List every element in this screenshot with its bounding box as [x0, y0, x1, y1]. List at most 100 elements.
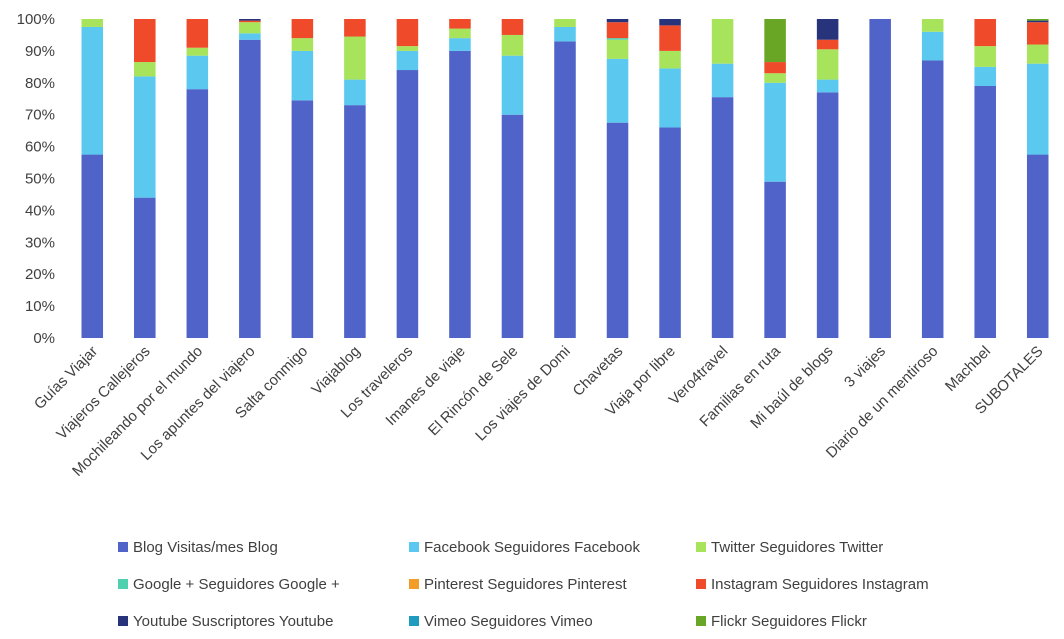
bar-segment — [396, 50, 419, 71]
bar-segment — [186, 55, 209, 90]
y-tick-label: 50% — [25, 171, 55, 188]
bar-segment — [239, 39, 261, 339]
bar-segment — [291, 38, 314, 51]
legend-label: Twitter Seguidores Twitter — [711, 539, 883, 556]
legend-label: Pinterest Seguidores Pinterest — [424, 576, 627, 593]
bar-segment — [816, 79, 839, 93]
bar-segment — [711, 63, 734, 98]
bar-segment — [606, 22, 629, 39]
bar-segment — [816, 19, 839, 40]
bar-segment — [239, 22, 261, 34]
x-tick-label: Los viajes de Domi — [472, 343, 574, 445]
bar-segment — [764, 82, 786, 182]
bar-segment — [554, 19, 576, 27]
bar-segment — [501, 55, 524, 115]
y-tick-label: 10% — [25, 298, 55, 315]
y-tick-label: 70% — [25, 107, 55, 124]
x-tick-label: Viajablog — [308, 343, 363, 398]
bar-segment — [186, 89, 209, 339]
bar-segment — [606, 39, 629, 59]
bar-segment — [1026, 44, 1049, 64]
bar-segment — [659, 50, 681, 69]
bar-segment — [449, 38, 471, 51]
bar-segment — [239, 19, 261, 21]
legend-swatch — [409, 579, 419, 589]
bar-segment — [186, 47, 209, 56]
bar-segment — [134, 19, 156, 63]
bar-segment — [1026, 19, 1049, 21]
bar-segment — [134, 197, 156, 338]
legend-swatch — [696, 542, 706, 552]
bar-segment — [554, 26, 576, 42]
bar-segment — [816, 92, 839, 339]
bar-segment — [711, 19, 734, 64]
bar-segment — [291, 50, 314, 101]
bar-segment — [711, 97, 734, 338]
bar-segment — [554, 41, 576, 339]
bar-segment — [974, 66, 996, 86]
legend-swatch — [409, 616, 419, 626]
legend-label: Flickr Seguidores Flickr — [711, 613, 867, 630]
legend-label: Google + Seguidores Google + — [133, 576, 340, 593]
bar-segment — [659, 127, 681, 339]
bar-segment — [344, 36, 366, 80]
bar-segment — [606, 19, 629, 23]
legend: Blog Visitas/mes Blog Facebook Seguidores… — [118, 539, 929, 630]
legend-swatch — [118, 542, 128, 552]
bar-segment — [659, 68, 681, 128]
legend-swatch — [696, 579, 706, 589]
bars — [81, 19, 1049, 339]
bar-segment — [921, 60, 944, 338]
bar-segment — [764, 181, 786, 338]
y-tick-label: 0% — [33, 330, 55, 347]
y-tick-label: 40% — [25, 202, 55, 219]
legend-swatch — [696, 616, 706, 626]
y-tick-label: 60% — [25, 139, 55, 156]
bar-segment — [921, 19, 944, 32]
bar-segment — [606, 58, 629, 123]
bar-segment — [606, 122, 629, 338]
bar-segment — [1026, 20, 1049, 23]
bar-segment — [134, 76, 156, 198]
bar-segment — [186, 19, 209, 48]
bar-segment — [974, 85, 996, 339]
x-tick-label: 3 viajes — [841, 343, 889, 391]
y-axis: 0% 10% 20% 30% 40% 50% 60% 70% 80% 90% 100% — [17, 11, 55, 347]
legend-label: Blog Visitas/mes Blog — [133, 539, 278, 556]
bar-segment — [344, 19, 366, 37]
x-tick-label: El Rincón de Sele — [425, 343, 521, 439]
bar-segment — [816, 49, 839, 80]
legend-swatch — [118, 579, 128, 589]
bar-segment — [81, 154, 104, 338]
bar-segment — [239, 33, 261, 40]
bar-segment — [659, 19, 681, 26]
y-tick-label: 30% — [25, 234, 55, 251]
legend-label: Facebook Seguidores Facebook — [424, 539, 640, 556]
bar-segment — [659, 25, 681, 51]
legend-swatch — [118, 616, 128, 626]
bar-segment — [449, 50, 471, 339]
y-tick-label: 20% — [25, 266, 55, 283]
y-tick-label: 90% — [25, 43, 55, 60]
bar-segment — [869, 19, 891, 338]
y-tick-label: 80% — [25, 75, 55, 92]
bar-segment — [764, 62, 786, 74]
x-tick-label: Machbel — [942, 343, 994, 395]
bar-segment — [291, 100, 314, 338]
bar-segment — [396, 70, 419, 338]
bar-segment — [1026, 22, 1049, 45]
bar-segment — [764, 73, 786, 83]
bar-segment — [974, 46, 996, 67]
bar-segment — [344, 105, 366, 338]
bar-segment — [1026, 154, 1049, 338]
legend-label: Vimeo Seguidores Vimeo — [424, 613, 593, 630]
bar-segment — [134, 62, 156, 77]
bar-segment — [344, 79, 366, 106]
bar-segment — [396, 46, 419, 51]
bar-segment — [501, 114, 524, 338]
bar-segment — [1026, 63, 1049, 155]
bar-segment — [501, 19, 524, 35]
x-tick-label: Viajeros Callejeros — [53, 343, 153, 443]
